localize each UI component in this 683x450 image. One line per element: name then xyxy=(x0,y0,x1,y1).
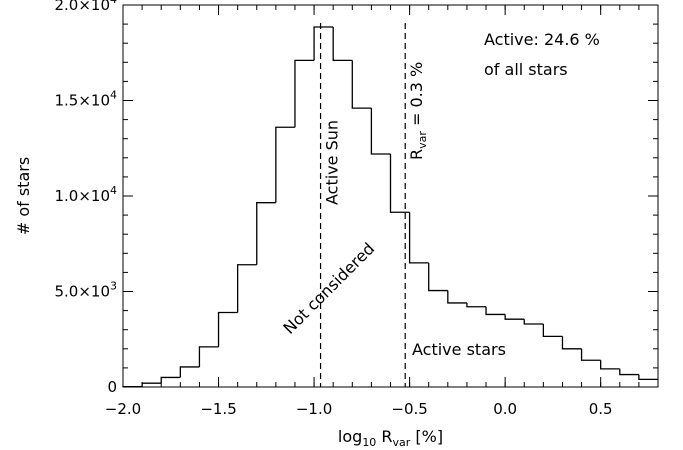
x-tick-label: 0.5 xyxy=(589,400,613,418)
histogram-bin xyxy=(447,290,467,304)
histogram-bin xyxy=(561,336,582,350)
histogram-bin xyxy=(408,212,429,264)
x-tick-label: 0.0 xyxy=(493,400,517,418)
x-tick-label: −0.5 xyxy=(391,400,427,418)
histogram-bin xyxy=(236,264,257,313)
histogram-bin xyxy=(542,323,563,338)
x-axis-title: log10 Rvar [%] xyxy=(338,427,443,449)
histogram-bin xyxy=(638,374,658,381)
x-tick-label: −1.5 xyxy=(200,400,236,418)
active-stars-label: Active stars xyxy=(412,340,506,359)
histogram-bin xyxy=(313,26,334,61)
histogram-bin xyxy=(389,153,410,213)
y-tick-label: 0 xyxy=(107,378,117,396)
histogram-bin xyxy=(428,262,448,292)
rvar-threshold-label: Rvar = 0.3 % xyxy=(407,62,429,160)
x-axis-ticks: −2.0 −1.5 −1.0 −0.5 0.0 0.5 xyxy=(105,5,659,418)
y-axis-title: # of stars xyxy=(14,157,33,235)
reference-lines xyxy=(319,23,406,387)
active-fraction-label: Active: 24.6 % xyxy=(484,30,600,49)
y-tick-label: 5.0×103 xyxy=(54,280,117,301)
histogram-bin xyxy=(294,59,315,128)
histogram-bin xyxy=(504,314,525,320)
histogram-bin xyxy=(351,60,372,109)
histogram-bin xyxy=(141,382,162,387)
histogram-bin xyxy=(619,368,639,376)
histogram-bin xyxy=(600,360,620,370)
y-axis-ticks: 0 5.0×103 1.0×104 1.5×104 2.0×104 xyxy=(54,0,658,396)
histogram-bin xyxy=(370,108,391,155)
histogram-bin xyxy=(217,311,238,347)
histogram-bin xyxy=(160,376,181,384)
histogram-bin xyxy=(580,348,601,361)
histogram-bin xyxy=(332,26,353,62)
histogram-bin xyxy=(256,202,276,265)
histogram-bin xyxy=(466,302,487,308)
not-considered-label: Not considered xyxy=(279,239,378,338)
histogram-bin xyxy=(198,346,219,367)
y-tick-label: 1.5×104 xyxy=(54,89,117,110)
histogram-bin xyxy=(523,319,544,325)
x-tick-label: −2.0 xyxy=(105,400,141,418)
histogram-bin xyxy=(275,126,295,203)
y-tick-label: 2.0×104 xyxy=(54,0,117,14)
active-sun-label: Active Sun xyxy=(323,120,342,205)
histogram-steps xyxy=(122,26,658,388)
y-tick-label: 1.0×104 xyxy=(54,184,117,205)
active-fraction-sublabel: of all stars xyxy=(484,60,568,79)
histogram-bin xyxy=(179,366,200,378)
x-tick-label: −1.0 xyxy=(296,400,332,418)
histogram-bin xyxy=(485,306,506,316)
